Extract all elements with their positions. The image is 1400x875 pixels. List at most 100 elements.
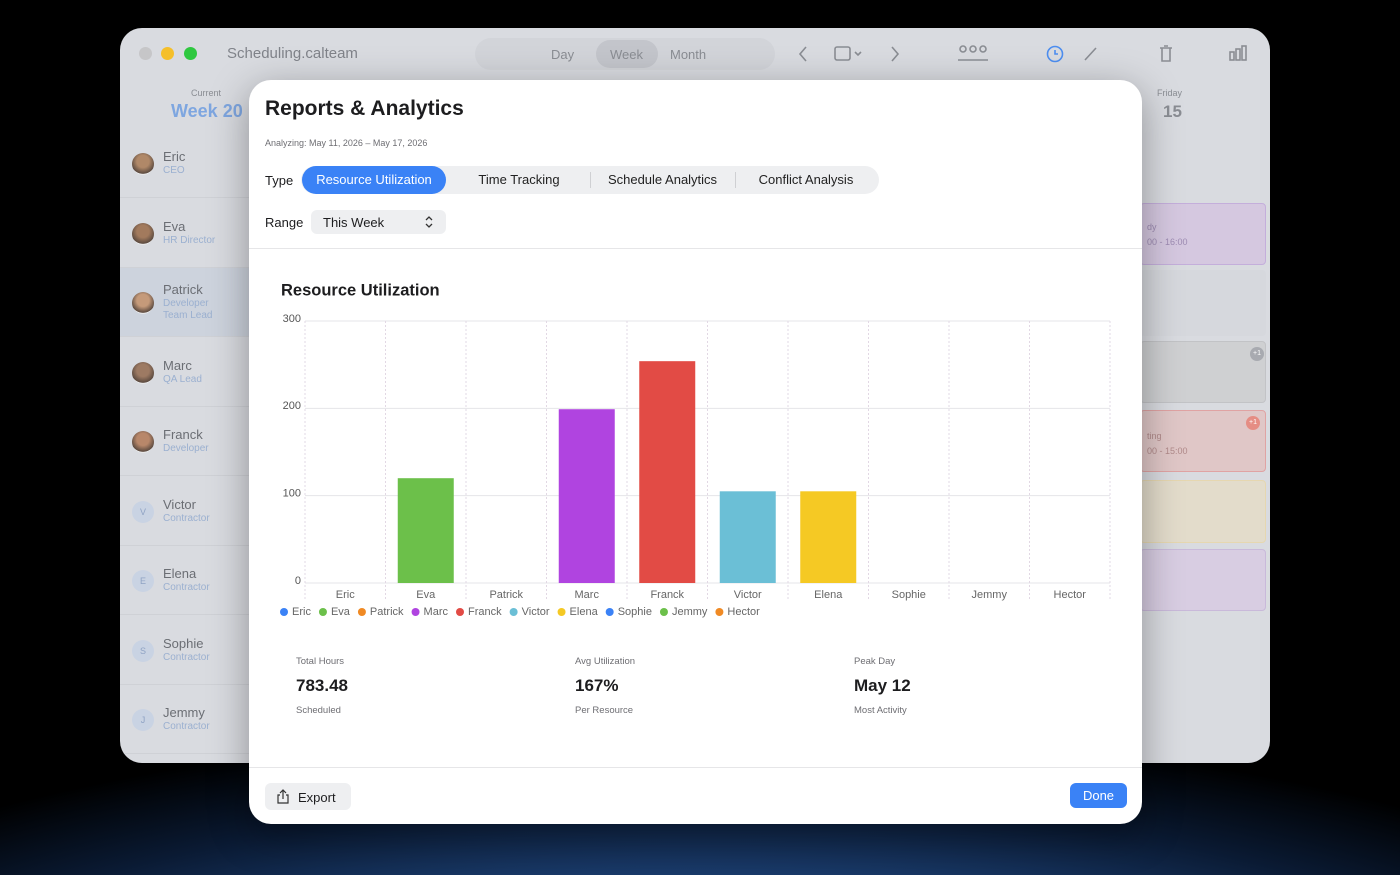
person-row[interactable]: Franck Developer bbox=[120, 407, 250, 476]
person-row[interactable]: J Jemmy Contractor bbox=[120, 685, 250, 754]
type-tab[interactable]: Resource Utilization bbox=[302, 166, 446, 194]
dialog-subtitle: Analyzing: May 11, 2026 – May 17, 2026 bbox=[265, 138, 428, 148]
type-tab[interactable]: Schedule Analytics bbox=[607, 172, 718, 187]
person-name: Elena bbox=[163, 566, 197, 581]
y-tick-label: 100 bbox=[283, 488, 301, 500]
person-name: Patrick bbox=[163, 282, 203, 297]
person-role: Contractor bbox=[163, 721, 210, 732]
zoom-button[interactable] bbox=[184, 47, 197, 60]
share-icon bbox=[277, 789, 289, 804]
person-name: Victor bbox=[163, 496, 196, 512]
app-title: Scheduling.calteam bbox=[227, 45, 358, 62]
legend-label: Eva bbox=[331, 606, 351, 618]
stat-value: 167% bbox=[575, 676, 619, 695]
x-tick-label: Elena bbox=[814, 589, 843, 601]
next-button[interactable] bbox=[891, 46, 900, 62]
bar bbox=[800, 491, 857, 583]
export-label: Export bbox=[298, 790, 336, 805]
person-row[interactable]: Marc QA Lead bbox=[120, 338, 250, 407]
stat-label: Peak Day bbox=[854, 656, 896, 667]
legend-swatch bbox=[715, 608, 724, 616]
bar bbox=[558, 409, 615, 583]
person-row[interactable]: Patrick Developer Team Lead bbox=[120, 268, 250, 337]
calendar-picker[interactable] bbox=[834, 46, 851, 61]
active-view-highlight bbox=[596, 40, 658, 68]
person-name: Jemmy bbox=[163, 705, 205, 720]
delete-button[interactable] bbox=[1160, 45, 1172, 62]
event[interactable] bbox=[1140, 270, 1266, 336]
person-row[interactable]: Eric CEO bbox=[120, 129, 250, 198]
reports-button[interactable] bbox=[1229, 45, 1247, 61]
edit-button[interactable] bbox=[1084, 47, 1097, 61]
legend-swatch bbox=[557, 608, 566, 616]
date-label: 15 bbox=[1163, 102, 1182, 121]
range-select[interactable]: This Week bbox=[311, 210, 446, 234]
view-tab[interactable]: Month bbox=[670, 47, 707, 62]
legend-swatch bbox=[605, 608, 614, 616]
x-tick-label: Hector bbox=[1054, 589, 1087, 601]
weekday-label: Friday bbox=[1157, 88, 1183, 98]
previous-button[interactable] bbox=[798, 46, 807, 62]
event-title: ting bbox=[1147, 431, 1162, 441]
stat-caption: Most Activity bbox=[854, 705, 907, 716]
person-row[interactable]: Eva HR Director bbox=[120, 199, 250, 268]
view-tab[interactable]: Day bbox=[551, 47, 575, 62]
done-button[interactable]: Done bbox=[1070, 783, 1127, 808]
legend-label: Patrick bbox=[370, 606, 404, 618]
stat-label: Avg Utilization bbox=[575, 656, 636, 667]
avatar-initial: J bbox=[132, 709, 154, 731]
stat-value: 783.48 bbox=[296, 676, 348, 695]
overlap-badge: +1 bbox=[1246, 416, 1260, 430]
stat-caption: Per Resource bbox=[575, 705, 634, 716]
bar bbox=[719, 491, 776, 583]
person-role: HR Director bbox=[163, 234, 216, 246]
legend-swatch bbox=[509, 608, 518, 616]
legend-swatch bbox=[280, 608, 288, 616]
dialog-title: Reports & Analytics bbox=[265, 97, 464, 120]
event[interactable] bbox=[1140, 480, 1266, 543]
person-row[interactable]: V Victor Contractor bbox=[120, 477, 250, 546]
x-tick-label: Eric bbox=[336, 589, 355, 601]
event[interactable]: +1 ting 00 - 15:00 bbox=[1140, 410, 1266, 472]
stat-value: May 12 bbox=[854, 676, 911, 695]
legend-label: Sophie bbox=[618, 606, 652, 618]
person-name: Eva bbox=[163, 218, 186, 234]
range-label: Range bbox=[265, 215, 304, 230]
person-role: Contractor bbox=[163, 651, 210, 663]
legend-label: Hector bbox=[727, 606, 760, 618]
avatar-initial: E bbox=[132, 570, 154, 592]
x-tick-label: Marc bbox=[575, 589, 600, 601]
event[interactable]: +1 bbox=[1140, 341, 1266, 403]
type-tab[interactable]: Conflict Analysis bbox=[758, 172, 854, 187]
stat-label: Total Hours bbox=[296, 656, 345, 667]
person-role: Contractor bbox=[163, 582, 210, 593]
person-row[interactable]: S Sophie Contractor bbox=[120, 616, 250, 685]
type-tab[interactable]: Time Tracking bbox=[478, 172, 560, 187]
range-value: This Week bbox=[323, 215, 385, 230]
close-button[interactable] bbox=[139, 47, 152, 60]
x-tick-label: Patrick bbox=[489, 589, 523, 601]
legend-swatch bbox=[456, 608, 464, 616]
event[interactable] bbox=[1140, 549, 1266, 611]
select-chevron bbox=[425, 216, 433, 228]
event[interactable]: dy 00 - 16:00 bbox=[1140, 203, 1266, 265]
event-title: dy bbox=[1147, 222, 1157, 232]
people-button[interactable] bbox=[958, 45, 988, 61]
minimize-button[interactable] bbox=[161, 47, 174, 60]
week-header: Current Week 20 bbox=[120, 84, 250, 129]
y-tick-label: 300 bbox=[283, 313, 301, 325]
legend-label: Elena bbox=[570, 606, 599, 618]
legend-swatch bbox=[357, 608, 366, 616]
export-button[interactable]: Export bbox=[265, 783, 351, 810]
person-role: Developer bbox=[163, 443, 209, 454]
legend-swatch bbox=[411, 608, 420, 616]
stat-caption: Scheduled bbox=[296, 705, 341, 716]
person-role: CEO bbox=[163, 165, 185, 176]
person-row[interactable]: E Elena Contractor bbox=[120, 546, 250, 615]
legend-label: Victor bbox=[522, 606, 550, 618]
toolbar-icons bbox=[798, 45, 1247, 63]
view-tab[interactable]: Week bbox=[610, 47, 643, 62]
time-button[interactable] bbox=[1046, 45, 1064, 63]
tab-divider bbox=[590, 172, 591, 188]
person-name: Franck bbox=[163, 427, 203, 442]
